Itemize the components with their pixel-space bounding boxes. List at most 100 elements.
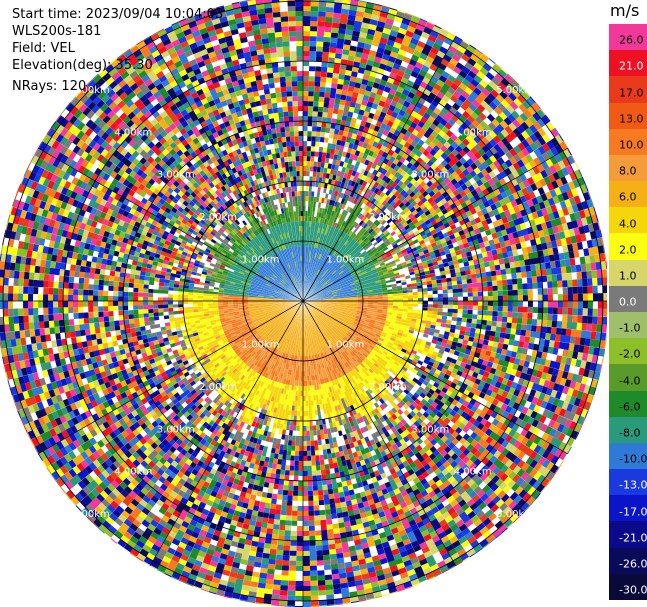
velocity-gate [389,51,398,59]
velocity-gate [375,25,384,33]
velocity-gate [314,151,319,157]
velocity-gate [379,79,388,87]
velocity-gate [311,222,318,247]
velocity-gate [315,247,319,254]
velocity-gate [345,29,354,36]
velocity-gate [343,39,352,46]
velocity-gate [487,286,493,292]
velocity-gate [383,86,391,94]
velocity-gate [500,268,507,275]
velocity-gate [455,74,465,83]
velocity-gate [392,95,400,103]
velocity-gate [374,109,382,117]
velocity-gate [333,222,338,228]
velocity-gate [358,220,364,226]
velocity-gate [321,61,329,68]
velocity-gate [576,322,583,331]
velocity-gate [375,171,382,178]
velocity-gate [512,312,518,318]
velocity-gate [342,44,351,51]
velocity-gate [400,105,408,113]
velocity-gate [390,169,397,176]
velocity-gate [462,309,468,314]
velocity-gate [545,268,552,276]
velocity-gate [554,334,561,342]
velocity-gate [354,123,361,130]
velocity-gate [346,90,354,97]
velocity-gate [356,183,362,190]
velocity-gate [325,188,330,194]
velocity-gate [348,201,353,208]
velocity-gate [401,34,413,47]
velocity-gate [532,307,538,314]
velocity-gate [434,24,442,30]
velocity-gate [347,14,356,21]
velocity-gate [366,117,373,124]
velocity-gate [571,272,578,280]
velocity-gate [502,306,508,312]
velocity-gate [396,32,406,40]
velocity-gate [348,80,356,88]
velocity-gate [499,263,506,270]
velocity-gate [581,323,588,331]
velocity-gate [422,307,428,311]
velocity-gate [317,227,321,233]
velocity-gate [497,290,503,296]
velocity-gate [307,136,312,142]
velocity-gate [327,205,334,221]
velocity-gate [327,163,333,169]
velocity-gate [348,230,353,237]
velocity-gate [373,187,380,194]
velocity-gate [379,37,388,45]
velocity-gate [419,18,428,23]
velocity-gate [585,263,592,272]
velocity-gate [311,141,316,147]
velocity-gate [487,310,493,316]
velocity-gate [334,235,350,257]
velocity-gate [309,248,322,283]
velocity-gate [304,221,308,247]
velocity-gate [482,301,488,306]
velocity-gate [494,331,501,338]
velocity-gate [547,281,553,289]
velocity-gate [451,53,461,62]
velocity-gate [435,114,443,123]
velocity-gate [308,186,312,192]
velocity-gate [303,0,311,7]
velocity-gate [365,206,371,212]
velocity-gate [343,200,351,211]
velocity-gate [399,22,409,31]
velocity-gate [587,315,593,324]
velocity-gate [366,33,375,41]
velocity-gate [303,141,308,147]
velocity-gate [457,305,463,310]
velocity-gate [303,185,306,191]
velocity-gate [371,162,377,170]
velocity-gate [469,44,477,50]
velocity-gate [332,205,337,212]
velocity-gate [439,28,449,38]
velocity-gate [314,146,320,152]
velocity-gate [341,187,346,194]
velocity-gate [330,185,338,201]
velocity-gate [367,178,373,185]
velocity-gate [391,46,400,54]
velocity-gate [303,151,307,156]
velocity-gate [577,301,583,309]
velocity-gate [317,156,322,163]
velocity-gate [351,226,356,233]
velocity-gate [375,120,383,128]
velocity-gate [537,307,543,314]
velocity-gate [323,142,328,148]
velocity-gate [341,220,346,227]
velocity-gate [546,274,553,282]
velocity-gate [321,177,326,183]
velocity-gate [360,208,366,215]
velocity-gate [557,294,563,301]
velocity-gate [381,5,390,9]
velocity-gate [516,317,523,324]
velocity-gate [354,15,364,23]
velocity-gate [398,48,407,57]
velocity-gate [567,301,573,309]
velocity-gate [328,57,335,64]
